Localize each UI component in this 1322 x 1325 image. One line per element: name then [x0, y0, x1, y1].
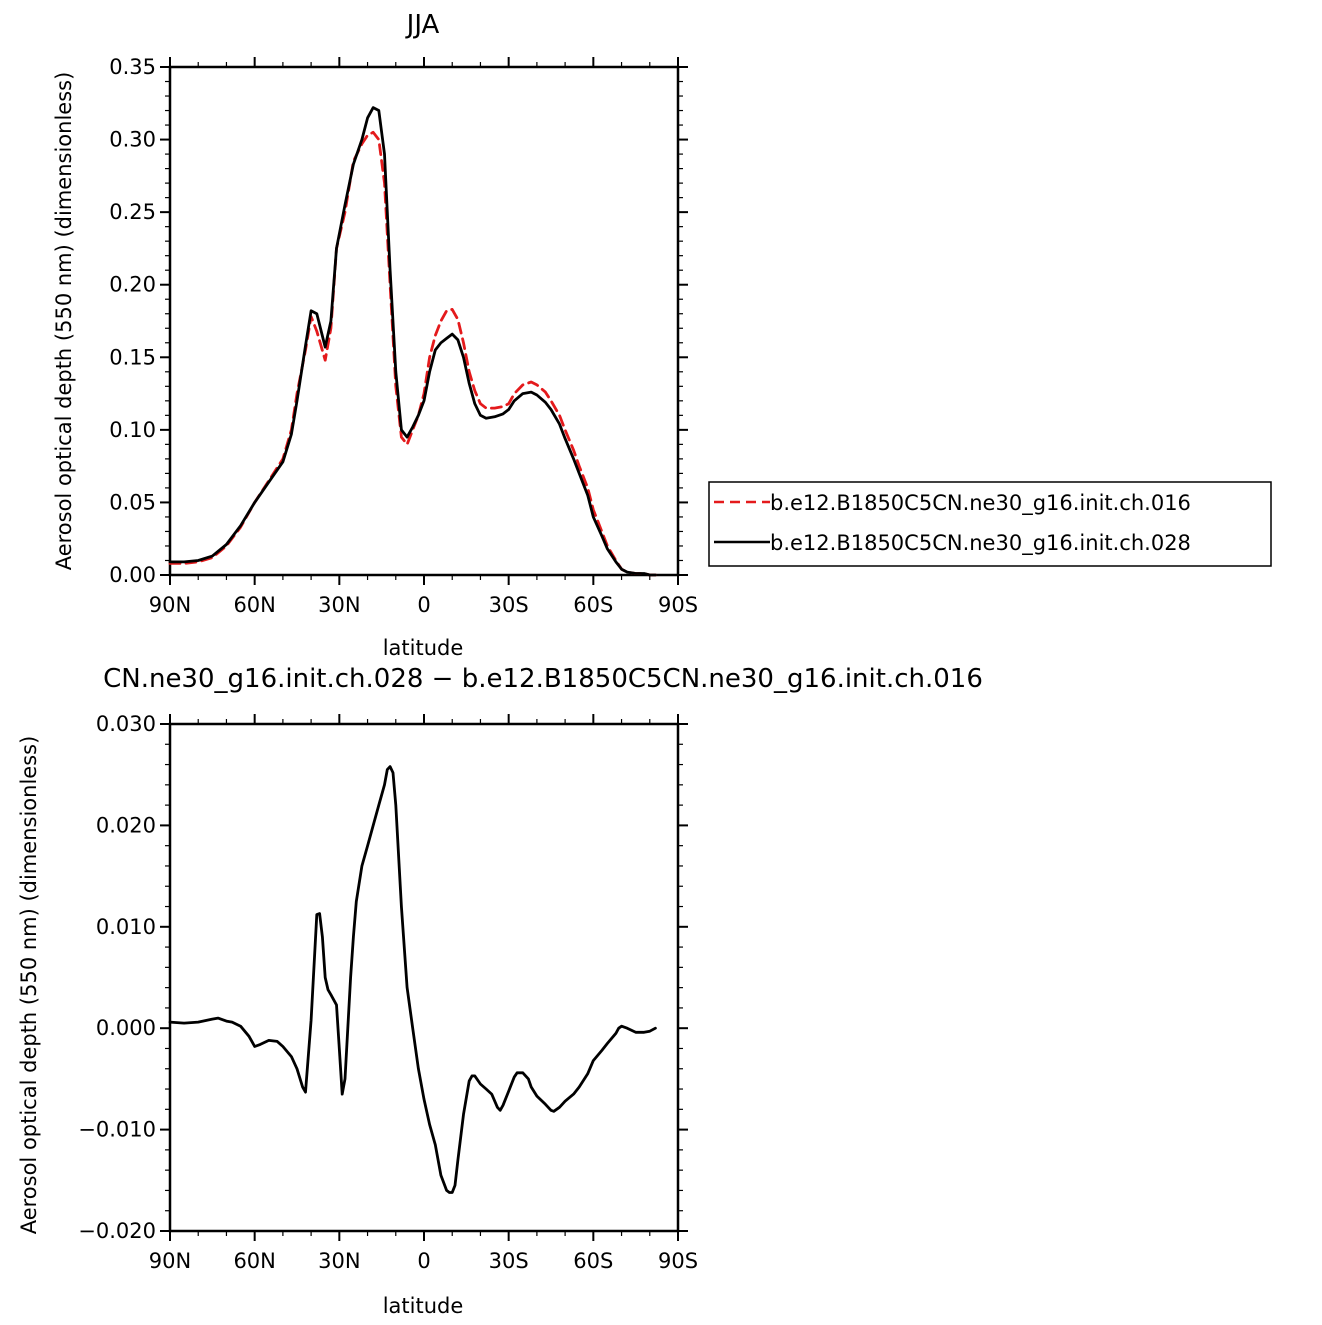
top-series-line-1 [168, 130, 657, 577]
legend-label-series-1: b.e12.B1850C5CN.ne30_g16.init.ch.016 [770, 491, 1191, 516]
bottom-x-axis-label: latitude [383, 1294, 464, 1318]
bottom-y-axis-label: Aerosol optical depth (550 nm) (dimensio… [17, 736, 41, 1235]
top-y-tick-label: 0.00 [109, 563, 156, 587]
bottom-x-tick-label: 60N [233, 1249, 275, 1273]
top-x-axis-label: latitude [383, 636, 464, 660]
bottom-series-line-1 [168, 765, 657, 1194]
bottom-panel: CN.ne30_g16.init.ch.028 − b.e12.B1850C5C… [17, 664, 983, 1318]
top-y-tick-label: 0.05 [109, 490, 156, 514]
top-plot-frame [168, 65, 680, 577]
bottom-plot-frame [168, 722, 680, 1233]
bottom-x-tick-label: 90S [658, 1249, 698, 1273]
top-x-tick-label: 0 [417, 593, 430, 617]
top-y-tick-label: 0.10 [109, 418, 156, 442]
top-panel: JJA 0.00 0.05 0.10 0.15 0.20 0.25 0.30 0.35 90N 6… [52, 10, 1272, 660]
bottom-y-tick-label: 0.020 [96, 813, 156, 837]
bottom-plot-area: −0.020 −0.010 0.000 0.010 0.020 0.030 90N 60N 30… [78, 712, 698, 1273]
top-x-tick-label: 60S [573, 593, 613, 617]
bottom-x-tick-label: 30S [489, 1249, 529, 1273]
bottom-x-tick-label: 0 [417, 1249, 430, 1273]
bottom-x-tick-label: 90N [149, 1249, 191, 1273]
bottom-x-tick-label: 60S [573, 1249, 613, 1273]
legend-label-series-2: b.e12.B1850C5CN.ne30_g16.init.ch.028 [770, 531, 1191, 556]
top-y-axis-label: Aerosol optical depth (550 nm) (dimensio… [52, 72, 76, 571]
top-chart-title: JJA [405, 10, 440, 40]
bottom-y-tick-label: 0.000 [96, 1016, 156, 1040]
top-plot-area: 0.00 0.05 0.10 0.15 0.20 0.25 0.30 0.35 90N 60N 30… [109, 55, 698, 617]
legend: b.e12.B1850C5CN.ne30_g16.init.ch.016 b.e… [708, 481, 1272, 567]
top-x-tick-label: 90S [658, 593, 698, 617]
top-y-tick-label: 0.25 [109, 200, 156, 224]
top-y-tick-label: 0.15 [109, 345, 156, 369]
top-x-tick-label: 30S [489, 593, 529, 617]
top-y-tick-label: 0.35 [109, 55, 156, 79]
bottom-y-tick-label: 0.010 [96, 915, 156, 939]
top-x-tick-label: 90N [149, 593, 191, 617]
top-x-tick-label: 30N [318, 593, 360, 617]
top-y-tick-label: 0.20 [109, 273, 156, 297]
bottom-y-tick-label: −0.020 [78, 1219, 156, 1243]
bottom-chart-title: CN.ne30_g16.init.ch.028 − b.e12.B1850C5C… [103, 664, 983, 694]
legend-box [708, 481, 1272, 567]
bottom-x-tick-label: 30N [318, 1249, 360, 1273]
top-x-tick-label: 60N [233, 593, 275, 617]
top-y-tick-label: 0.30 [109, 128, 156, 152]
bottom-y-tick-label: 0.030 [96, 712, 156, 736]
bottom-y-tick-label: −0.010 [78, 1118, 156, 1142]
top-series-line-2 [168, 106, 657, 577]
